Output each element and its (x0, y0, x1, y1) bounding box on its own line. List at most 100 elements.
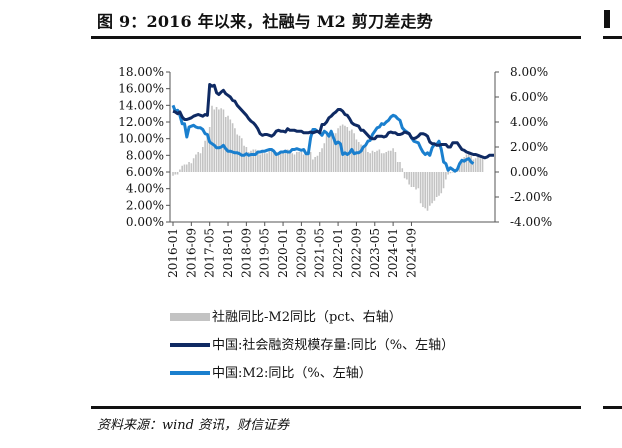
x-tick-label: 2021-05 (313, 228, 327, 278)
spread-bar (197, 152, 200, 172)
spread-bar (208, 127, 211, 172)
spread-bar (371, 150, 374, 172)
x-tick-label: 2024-01 (386, 228, 400, 278)
spread-bar (259, 154, 261, 172)
spread-bar (378, 149, 381, 172)
spread-bar (330, 133, 333, 172)
spread-bar (298, 152, 300, 172)
spread-bar (408, 172, 410, 185)
spread-bar (204, 140, 206, 172)
legend-item-spread-swatch (170, 313, 210, 321)
spread-bar (355, 139, 358, 172)
spread-bar (291, 153, 294, 172)
spread-bar (440, 172, 443, 194)
spread-bar (422, 172, 424, 207)
spread-bar (181, 165, 183, 172)
spread-bar (376, 150, 378, 172)
spread-bar (451, 172, 454, 173)
spread-bar (245, 147, 248, 172)
left-tick-label: 6.00% (126, 165, 164, 179)
source-rule (91, 406, 581, 409)
x-tick-label: 2020-09 (294, 228, 308, 278)
spread-bar (399, 162, 401, 172)
left-tick-label: 16.00% (118, 82, 164, 96)
spread-bar (367, 152, 369, 172)
x-tick-label: 2017-05 (203, 228, 217, 278)
spread-bar (467, 153, 470, 172)
spread-bar (447, 172, 449, 175)
spread-bar (318, 152, 321, 172)
spread-bar (360, 144, 362, 172)
spread-bar (474, 158, 477, 172)
spread-bar (406, 172, 408, 180)
legend-item-m2-label: 中国:M2:同比（%、左轴） (212, 366, 372, 381)
spread-bar (222, 109, 225, 172)
spread-bar (188, 162, 190, 172)
left-tick-label: 14.00% (118, 98, 164, 112)
spread-bar (243, 145, 245, 172)
spread-bar (461, 162, 463, 172)
spread-bar (252, 149, 255, 172)
spread-bar (429, 172, 431, 206)
spread-bar (412, 172, 415, 187)
spread-bar (206, 137, 209, 172)
spread-bar (346, 127, 349, 172)
spread-bar (417, 172, 420, 189)
spread-bar (263, 153, 266, 172)
spread-bar (185, 164, 188, 172)
left-tick-label: 0.00% (126, 215, 164, 229)
spread-bar (344, 125, 346, 172)
spread-bar (410, 172, 413, 187)
spread-bar (273, 149, 275, 172)
spread-bar (302, 154, 305, 172)
spread-bar (314, 157, 316, 172)
spread-bar (445, 172, 447, 180)
spread-bar (477, 157, 479, 172)
legend-item-tsf-label: 中国:社会融资规模存量:同比（%、左轴） (212, 337, 454, 353)
spread-bar (328, 134, 330, 172)
spread-bar (261, 152, 264, 172)
left-tick-label: 4.00% (126, 182, 164, 196)
spread-bar (229, 119, 232, 172)
spread-bar (364, 147, 367, 172)
spread-bar (312, 159, 314, 172)
spread-bar (403, 172, 406, 179)
spread-bar (266, 153, 268, 172)
spread-bar (307, 153, 310, 172)
spread-bar (215, 107, 218, 172)
spread-bar (277, 153, 280, 172)
spread-bar (394, 152, 397, 172)
x-tick-label: 2016-09 (184, 228, 198, 278)
spread-bar (202, 147, 204, 172)
spread-bar (357, 142, 360, 172)
spread-bar (465, 154, 468, 172)
spread-bar (369, 153, 371, 172)
spread-bar (211, 105, 213, 172)
spread-bar (247, 152, 250, 172)
spread-bar (383, 153, 385, 172)
spread-bar (176, 172, 179, 175)
spread-bar (316, 155, 319, 172)
x-tick-label: 2024-09 (404, 228, 418, 278)
adjacent-figure-fragment (604, 10, 610, 28)
spread-bar (385, 152, 388, 172)
spread-bar (279, 152, 282, 172)
spread-bar (293, 154, 296, 172)
spread-bar (337, 128, 339, 172)
spread-bar (449, 172, 452, 174)
x-tick-label: 2023-05 (368, 228, 382, 278)
spread-bar (172, 172, 174, 176)
spread-bar (470, 155, 472, 172)
x-tick-label: 2018-01 (221, 228, 235, 278)
spread-bar (323, 143, 326, 172)
spread-bar (231, 123, 234, 172)
spread-bar (179, 169, 181, 172)
spread-bar (220, 108, 222, 172)
spread-bar (334, 133, 337, 172)
spread-bar (275, 152, 277, 172)
spread-bar (286, 149, 289, 172)
spread-bar (300, 152, 303, 172)
spread-bar (401, 168, 404, 172)
x-tick-label: 2022-09 (349, 228, 363, 278)
m2-growth-line (171, 104, 475, 173)
